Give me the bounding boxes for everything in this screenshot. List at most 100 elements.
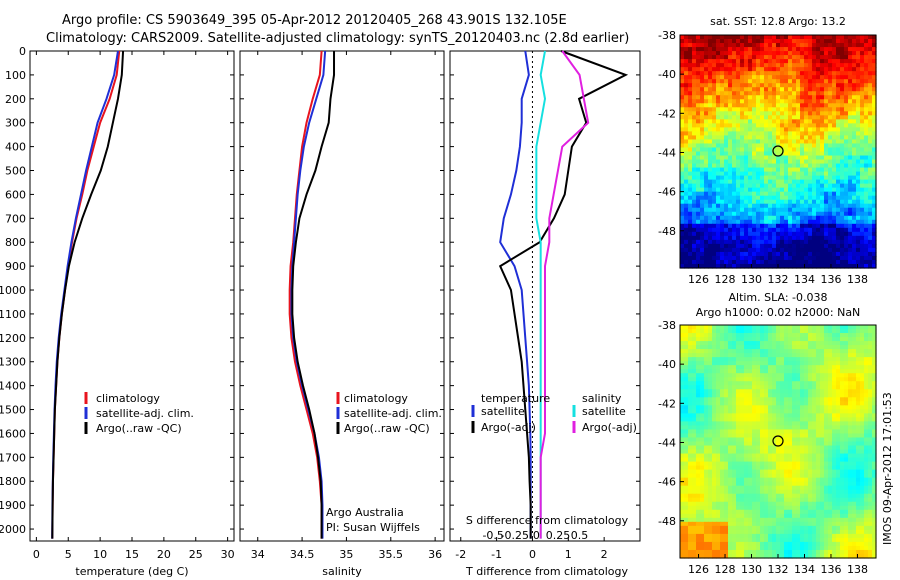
depth-tick-label: 1600	[0, 427, 26, 440]
lat-tick-label: -40	[658, 68, 676, 81]
lon-tick-label: 134	[794, 273, 815, 286]
x-tick-label: 0	[529, 548, 536, 561]
sst-map-ticks: -38 -40 -42 -44 -46 -48 126 128 130 132 134 136 138	[658, 29, 868, 286]
depth-tick-label: 600	[5, 188, 26, 201]
series-line	[498, 50, 629, 539]
x-tick-label: 34	[251, 548, 265, 561]
lat-tick-label: -40	[658, 358, 676, 371]
x-tick-label: 2	[601, 548, 608, 561]
s-diff-tick-label: 0	[533, 529, 540, 542]
legend-climatology: climatology	[344, 392, 408, 405]
legend-climatology: climatology	[96, 392, 160, 405]
series-line	[539, 50, 590, 539]
legend-argo: Argo(..raw -QC)	[96, 422, 182, 435]
x-tick-label: 1	[565, 548, 572, 561]
lon-tick-label: 128	[715, 273, 736, 286]
lat-tick-label: -44	[658, 146, 676, 159]
depth-tick-label: 1200	[0, 332, 26, 345]
x-tick-label: -2	[455, 548, 466, 561]
panel-axes: 0100200300400500600700800900100011001200…	[0, 45, 640, 561]
legend-argo: Argo(..raw -QC)	[344, 422, 430, 435]
lon-tick-label: 138	[847, 563, 868, 576]
salinity-panel	[239, 50, 445, 542]
sst-map	[680, 35, 877, 269]
depth-tick-label: 1000	[0, 284, 26, 297]
lon-tick-label: 130	[741, 273, 762, 286]
note-argo-australia: Argo Australia	[326, 506, 404, 519]
temperature-xlabel: temperature (deg C)	[75, 565, 188, 578]
lat-tick-label: -44	[658, 436, 676, 449]
depth-tick-label: 900	[5, 260, 26, 273]
sst-map-title: sat. SST: 12.8 Argo: 13.2	[710, 15, 846, 28]
difference-xlabel: T difference from climatology	[465, 565, 628, 578]
depth-tick-label: 200	[5, 93, 26, 106]
sla-map-title-1: Altim. SLA: -0.038	[728, 291, 827, 304]
salinity-legend: climatology satellite-adj. clim. Argo(..…	[326, 392, 442, 534]
depth-tick-label: 1100	[0, 308, 26, 321]
lat-tick-label: -48	[658, 225, 676, 238]
x-tick-label: 15	[125, 548, 139, 561]
x-tick-label: 20	[157, 548, 171, 561]
s-diff-tick-label: 0.25	[546, 529, 571, 542]
legend-temperature-head: temperature	[481, 392, 550, 405]
x-tick-label: 25	[189, 548, 203, 561]
legend-satellite: satellite-adj. clim.	[344, 407, 442, 420]
difference-legend: temperature salinity satellite Argo(-adj…	[471, 392, 637, 434]
s-diff-tick-label: 0.5	[571, 529, 589, 542]
x-tick-label: 10	[93, 548, 107, 561]
depth-tick-label: 300	[5, 117, 26, 130]
depth-tick-label: 100	[5, 69, 26, 82]
salinity-xlabel: salinity	[322, 565, 362, 578]
argo-location-marker	[772, 145, 784, 157]
lat-tick-label: -42	[658, 107, 676, 120]
legend-t-argo: Argo(-adj)	[481, 421, 536, 434]
side-label: IMOS 09-Apr-2012 17:01:53	[881, 392, 894, 545]
title-line-1: Argo profile: CS 5903649_395 05-Apr-2012…	[62, 13, 567, 28]
lon-tick-label: 132	[768, 563, 789, 576]
depth-tick-label: 1900	[0, 499, 26, 512]
temperature-panel	[29, 50, 235, 542]
series-line	[499, 50, 532, 539]
series-line	[288, 50, 323, 539]
lon-tick-label: 138	[847, 273, 868, 286]
depth-tick-label: 800	[5, 236, 26, 249]
depth-tick-label: 700	[5, 212, 26, 225]
title-line-2: Climatology: CARS2009. Satellite-adjuste…	[46, 31, 629, 46]
sla-map	[680, 325, 877, 559]
lat-tick-label: -38	[658, 29, 676, 42]
s-diff-tick-label: -0.25	[501, 529, 529, 542]
series-line	[535, 50, 547, 539]
lon-tick-label: 128	[715, 563, 736, 576]
depth-tick-label: 1800	[0, 475, 26, 488]
legend-satellite: satellite-adj. clim.	[96, 407, 194, 420]
series-line	[51, 50, 125, 539]
lon-tick-label: 126	[688, 273, 709, 286]
lat-tick-label: -46	[658, 186, 676, 199]
legend-salinity-head: salinity	[582, 392, 622, 405]
depth-tick-label: 400	[5, 141, 26, 154]
legend-t-satellite: satellite	[481, 405, 525, 418]
note-pi: PI: Susan Wijffels	[326, 521, 420, 534]
sla-map-title-2: Argo h1000: 0.02 h2000: NaN	[696, 306, 861, 319]
lat-tick-label: -42	[658, 397, 676, 410]
x-tick-label: -1	[491, 548, 502, 561]
x-tick-label: 5	[65, 548, 72, 561]
x-tick-label: 35.5	[379, 548, 404, 561]
series-line	[291, 51, 336, 539]
depth-tick-label: 1700	[0, 451, 26, 464]
lat-tick-label: -38	[658, 319, 676, 332]
lon-tick-label: 126	[688, 563, 709, 576]
depth-tick-label: 2000	[0, 523, 26, 536]
depth-tick-label: 1300	[0, 356, 26, 369]
lon-tick-label: 136	[820, 563, 841, 576]
depth-tick-label: 500	[5, 165, 26, 178]
x-tick-label: 36	[428, 548, 442, 561]
depth-tick-label: 1400	[0, 380, 26, 393]
x-tick-label: 30	[221, 548, 235, 561]
depth-tick-label: 0	[19, 45, 26, 58]
lon-tick-label: 136	[820, 273, 841, 286]
sla-map-ticks: -38 -40 -42 -44 -46 -48 126 128 130 132 134 136 138	[658, 319, 868, 576]
argo-location-marker	[772, 435, 784, 447]
legend-s-satellite: satellite	[582, 405, 626, 418]
depth-tick-label: 1500	[0, 404, 26, 417]
